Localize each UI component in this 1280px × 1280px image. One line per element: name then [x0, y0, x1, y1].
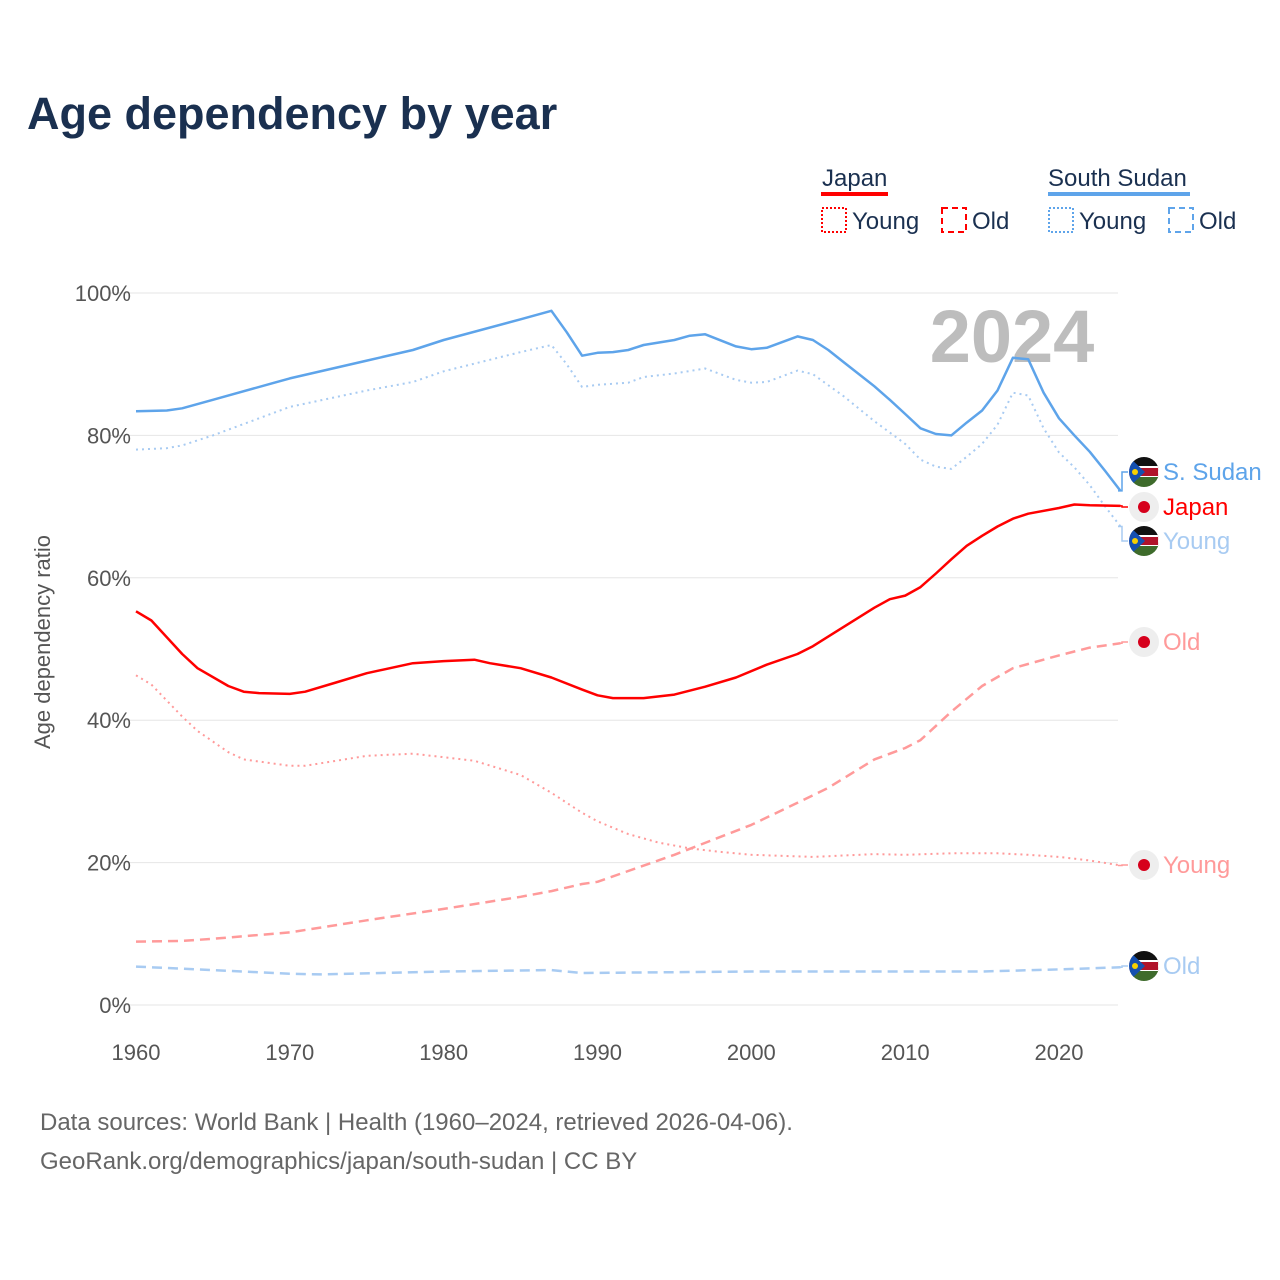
- x-tick-label: 2010: [881, 1040, 930, 1065]
- x-tick-label: 1990: [573, 1040, 622, 1065]
- series-line-ss_total: [135, 309, 1122, 492]
- series-line-jp_young: [135, 674, 1121, 867]
- y-axis-label: Age dependency ratio: [30, 535, 55, 749]
- end-label-jp_total: Japan: [1163, 494, 1228, 521]
- flag-disc: [1138, 859, 1150, 871]
- flag-stripe: [1129, 971, 1159, 981]
- legend-south-sudan-old[interactable]: Old: [1199, 208, 1236, 235]
- footer-sources: Data sources: World Bank | Health (1960–…: [40, 1109, 793, 1136]
- x-tick-label: 1970: [265, 1040, 314, 1065]
- flag-stripe: [1129, 477, 1159, 487]
- flag-stripe: [1129, 951, 1159, 961]
- label-connector: [1118, 525, 1128, 542]
- flag-body: [1129, 526, 1159, 556]
- legend-south-sudan-swatch: [1048, 192, 1190, 196]
- series-line-jp_total: [135, 503, 1121, 700]
- x-tick-label: 1960: [112, 1040, 161, 1065]
- year-watermark: 2024: [930, 295, 1095, 378]
- y-tick-label: 20%: [87, 851, 131, 876]
- flag-stripe: [1129, 457, 1159, 467]
- x-tick-label: 2000: [727, 1040, 776, 1065]
- end-label-jp_old: Old: [1163, 629, 1200, 656]
- south-sudan-flag-icon: [1129, 951, 1159, 981]
- end-label-ss_total: S. Sudan: [1163, 459, 1262, 486]
- legend-south-sudan[interactable]: South Sudan: [1048, 165, 1187, 192]
- legend: Japan Young Old South Sudan Young Old: [821, 165, 1236, 235]
- series-line-ss_old: [135, 965, 1121, 976]
- flag-disc: [1138, 501, 1150, 513]
- flag-stripe: [1129, 546, 1159, 556]
- y-tick-label: 100%: [75, 281, 131, 306]
- japan-flag-icon: [1129, 850, 1159, 880]
- footer-link[interactable]: GeoRank.org/demographics/japan/south-sud…: [40, 1148, 638, 1175]
- label-connector: [1118, 471, 1128, 492]
- label-connector: [1118, 965, 1128, 969]
- x-tick-label: 2020: [1035, 1040, 1084, 1065]
- y-tick-label: 80%: [87, 423, 131, 448]
- legend-japan[interactable]: Japan: [822, 165, 887, 192]
- legend-japan-young-swatch: [821, 207, 847, 233]
- flag-star: [1132, 538, 1138, 544]
- flag-disc: [1138, 636, 1150, 648]
- south-sudan-flag-icon: [1129, 457, 1159, 487]
- legend-japan-old[interactable]: Old: [972, 208, 1009, 235]
- legend-south-sudan-young-swatch: [1048, 207, 1074, 233]
- y-tick-label: 60%: [87, 566, 131, 591]
- label-connector: [1118, 505, 1128, 508]
- flag-star: [1132, 963, 1138, 969]
- y-tick-label: 0%: [99, 993, 131, 1018]
- flag-star: [1132, 469, 1138, 475]
- legend-south-sudan-young[interactable]: Young: [1079, 208, 1146, 235]
- end-label-jp_young: Young: [1163, 852, 1230, 879]
- y-tick-label: 40%: [87, 708, 131, 733]
- flag-body: [1129, 951, 1159, 981]
- japan-flag-icon: [1129, 627, 1159, 657]
- japan-flag-icon: [1129, 492, 1159, 522]
- legend-japan-old-swatch: [941, 207, 967, 233]
- x-tick-label: 1980: [419, 1040, 468, 1065]
- end-label-ss_young: Young: [1163, 528, 1230, 555]
- flag-body: [1129, 457, 1159, 487]
- legend-japan-swatch: [821, 192, 888, 196]
- south-sudan-flag-icon: [1129, 526, 1159, 556]
- flag-stripe: [1129, 526, 1159, 536]
- legend-south-sudan-old-swatch: [1168, 207, 1194, 233]
- series-line-jp_old: [135, 642, 1121, 943]
- label-connector: [1118, 641, 1128, 645]
- end-label-ss_old: Old: [1163, 953, 1200, 980]
- chart-title: Age dependency by year: [27, 88, 558, 139]
- legend-japan-young[interactable]: Young: [852, 208, 919, 235]
